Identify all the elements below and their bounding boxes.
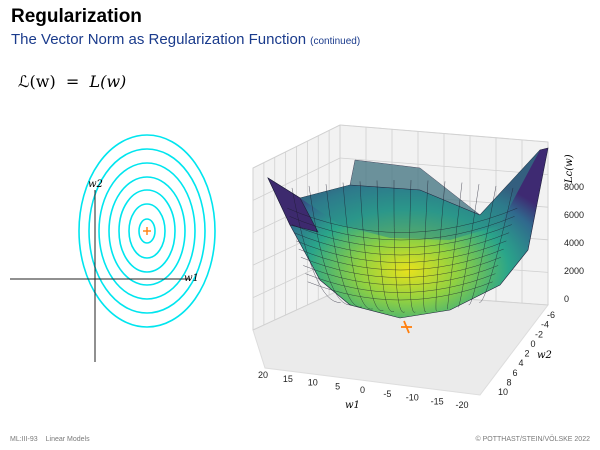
- w1-tick: 15: [283, 374, 293, 384]
- mesh-line: [393, 180, 405, 313]
- z-tick: 0: [564, 294, 569, 304]
- loss-formula: ℒ(w) = L(w): [18, 72, 126, 91]
- w2-tick: 10: [498, 387, 508, 397]
- subtitle-note: (continued): [310, 36, 361, 47]
- mesh-line: [298, 248, 504, 271]
- mesh-line: [291, 224, 512, 248]
- w2-tick: -6: [547, 310, 555, 320]
- mesh-line: [409, 180, 416, 313]
- mesh-line: [423, 180, 429, 312]
- w2-tick: 2: [524, 349, 529, 359]
- mesh-line: [308, 185, 352, 306]
- formula-rhs: L(w): [89, 72, 127, 91]
- w1-tick: 20: [258, 370, 268, 380]
- w2-tick: 6: [512, 368, 517, 378]
- contour-ring: [138, 218, 156, 244]
- slide-subtitle: The Vector Norm as Regularization Functi…: [11, 31, 360, 48]
- slide-title: Regularization: [11, 6, 142, 27]
- mesh-line: [305, 273, 496, 293]
- mesh-line: [307, 281, 493, 301]
- w1-axis-label: w1: [184, 273, 199, 284]
- z-tick: 4000: [564, 238, 584, 248]
- mesh-line: [287, 207, 518, 233]
- contour-ring: [118, 189, 176, 273]
- contour-ring: [78, 134, 216, 328]
- w2-tick: -4: [541, 320, 549, 330]
- footer-left: ML:III-93 Linear Models: [10, 436, 90, 443]
- mesh-line: [435, 181, 446, 311]
- w1-tick: 10: [308, 378, 318, 388]
- mesh-line: [325, 184, 363, 308]
- w2-tick: -2: [535, 329, 543, 339]
- w2-axis-label: w2: [88, 179, 103, 190]
- w1-tick: -20: [455, 400, 468, 410]
- mesh-line: [300, 257, 501, 278]
- surface-minimum-marker: [401, 320, 412, 334]
- z-tick: 2000: [564, 266, 584, 276]
- mesh-line: [289, 216, 515, 241]
- mesh-line: [303, 265, 499, 286]
- w1-tick: 5: [335, 381, 340, 391]
- formula-lhs: ℒ(w): [18, 72, 56, 91]
- mesh-line: [468, 185, 497, 306]
- formula-eq: =: [65, 72, 80, 91]
- surface-w1-label: w1: [345, 400, 360, 411]
- w2-tick: 4: [518, 358, 523, 368]
- mesh-line: [296, 240, 507, 263]
- w1-tick-labels: 20 15 10 5 0 -5 -10 -15 -20: [258, 370, 469, 410]
- mesh-line: [457, 184, 480, 308]
- contour-ring: [108, 176, 186, 286]
- mesh-line: [447, 182, 463, 310]
- loss-surface: [267, 147, 549, 319]
- footer-copyright: © POTTHAST/STEIN/VÖLSKE 2022: [475, 436, 590, 443]
- w1-tick: -5: [383, 389, 391, 399]
- footer-topic: Linear Models: [45, 436, 90, 443]
- footer-code: ML:III-93: [10, 436, 38, 443]
- w2-tick: 0: [530, 339, 535, 349]
- mesh-line: [376, 180, 395, 312]
- contour-ring: [128, 203, 166, 259]
- contour-ring: [98, 162, 196, 300]
- subtitle-text: The Vector Norm as Regularization Functi…: [11, 31, 307, 48]
- w2-tick: 8: [506, 377, 511, 387]
- contour-axes: [10, 190, 190, 362]
- w1-tick: -10: [406, 393, 419, 403]
- surface-w2-label: w2: [537, 350, 552, 361]
- mesh-line: [294, 232, 510, 256]
- mesh-line: [342, 182, 373, 310]
- minimum-marker: [143, 227, 151, 235]
- w1-tick: 0: [360, 385, 365, 395]
- z-tick: 6000: [564, 210, 584, 220]
- z-tick-labels: 0 2000 4000 6000 8000: [564, 182, 584, 304]
- contour-ring: [88, 148, 206, 314]
- surface-z-label: Lc(w): [564, 154, 575, 184]
- z-tick: 8000: [564, 182, 584, 192]
- contour-ellipses: [78, 134, 216, 328]
- mesh-line: [359, 181, 384, 311]
- w1-tick: -15: [431, 396, 444, 406]
